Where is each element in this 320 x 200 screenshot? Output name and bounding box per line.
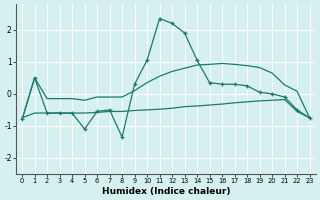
X-axis label: Humidex (Indice chaleur): Humidex (Indice chaleur) [101,187,230,196]
